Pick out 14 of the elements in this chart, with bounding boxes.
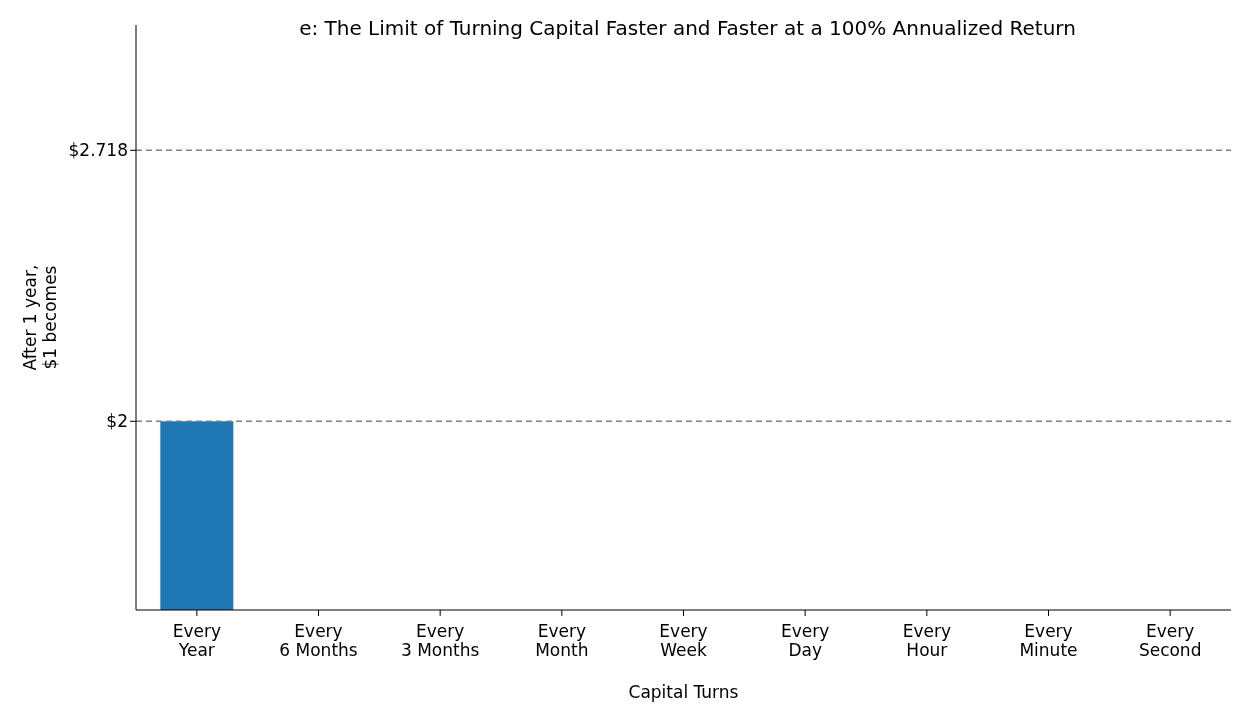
y-tick-label: $2.718 [68, 140, 128, 161]
x-tick-label: Every Week [659, 621, 708, 660]
x-tick-label: Every Day [781, 621, 830, 660]
x-tick-label: Every Year [172, 621, 221, 660]
y-tick-label: $2 [106, 411, 128, 432]
x-tick-label: Every Month [535, 621, 589, 660]
x-axis-title: Capital Turns [628, 682, 739, 702]
y-axis-title: After 1 year, $1 becomes [20, 264, 60, 371]
x-tick-label: Every 3 Months [400, 621, 480, 660]
x-tick-label: Every Hour [902, 621, 951, 660]
x-tick-label: Every 6 Months [279, 621, 358, 660]
x-tick-label: Every Minute [1019, 621, 1078, 660]
x-tick-label: Every Second [1138, 621, 1202, 660]
chart-title: e: The Limit of Turning Capital Faster and Faster at a 100% Annualized Return [298, 16, 1077, 40]
